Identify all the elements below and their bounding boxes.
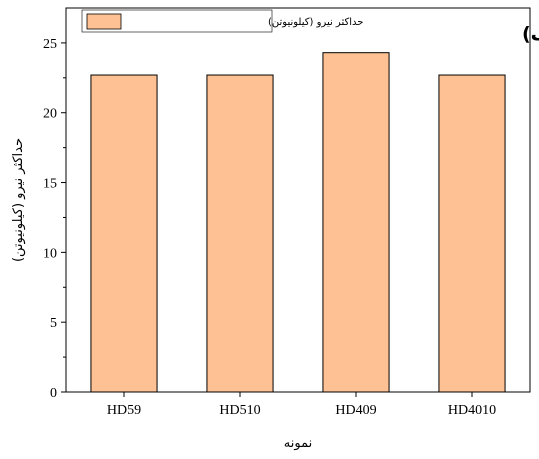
legend-label: حداکثر نیرو (کیلونیوتن) [268,17,363,28]
y-tick-label: 0 [50,386,57,401]
x-tick-label: HD510 [219,403,260,418]
legend: حداکثر نیرو (کیلونیوتن) [81,9,363,33]
bars-group [90,52,506,393]
bar-hd409 [322,52,390,393]
x-axis: HD59 HD510 HD409 HD4010 [107,392,496,418]
x-axis-title: نمونه [284,436,312,451]
y-tick-label: 20 [43,107,57,122]
y-tick-label: 15 [43,177,57,192]
y-tick-label: 10 [43,246,57,261]
panel-label: (الف) [522,23,539,45]
x-tick-label: HD409 [335,403,376,418]
y-tick-label: 25 [43,37,57,52]
x-tick-label: HD59 [107,403,141,418]
y-tick-label: 5 [50,316,57,331]
plot-frame [65,7,531,393]
y-axis-title: حداکثر نیرو (کیلونیوتن) [11,138,26,262]
bar-hd4010 [438,74,506,393]
legend-swatch [86,13,122,30]
bar-hd510 [206,74,274,393]
y-axis: 0 5 10 15 20 25 [43,37,66,401]
x-tick-label: HD4010 [448,403,496,418]
legend-box [81,9,273,33]
bar-hd59 [90,74,158,393]
